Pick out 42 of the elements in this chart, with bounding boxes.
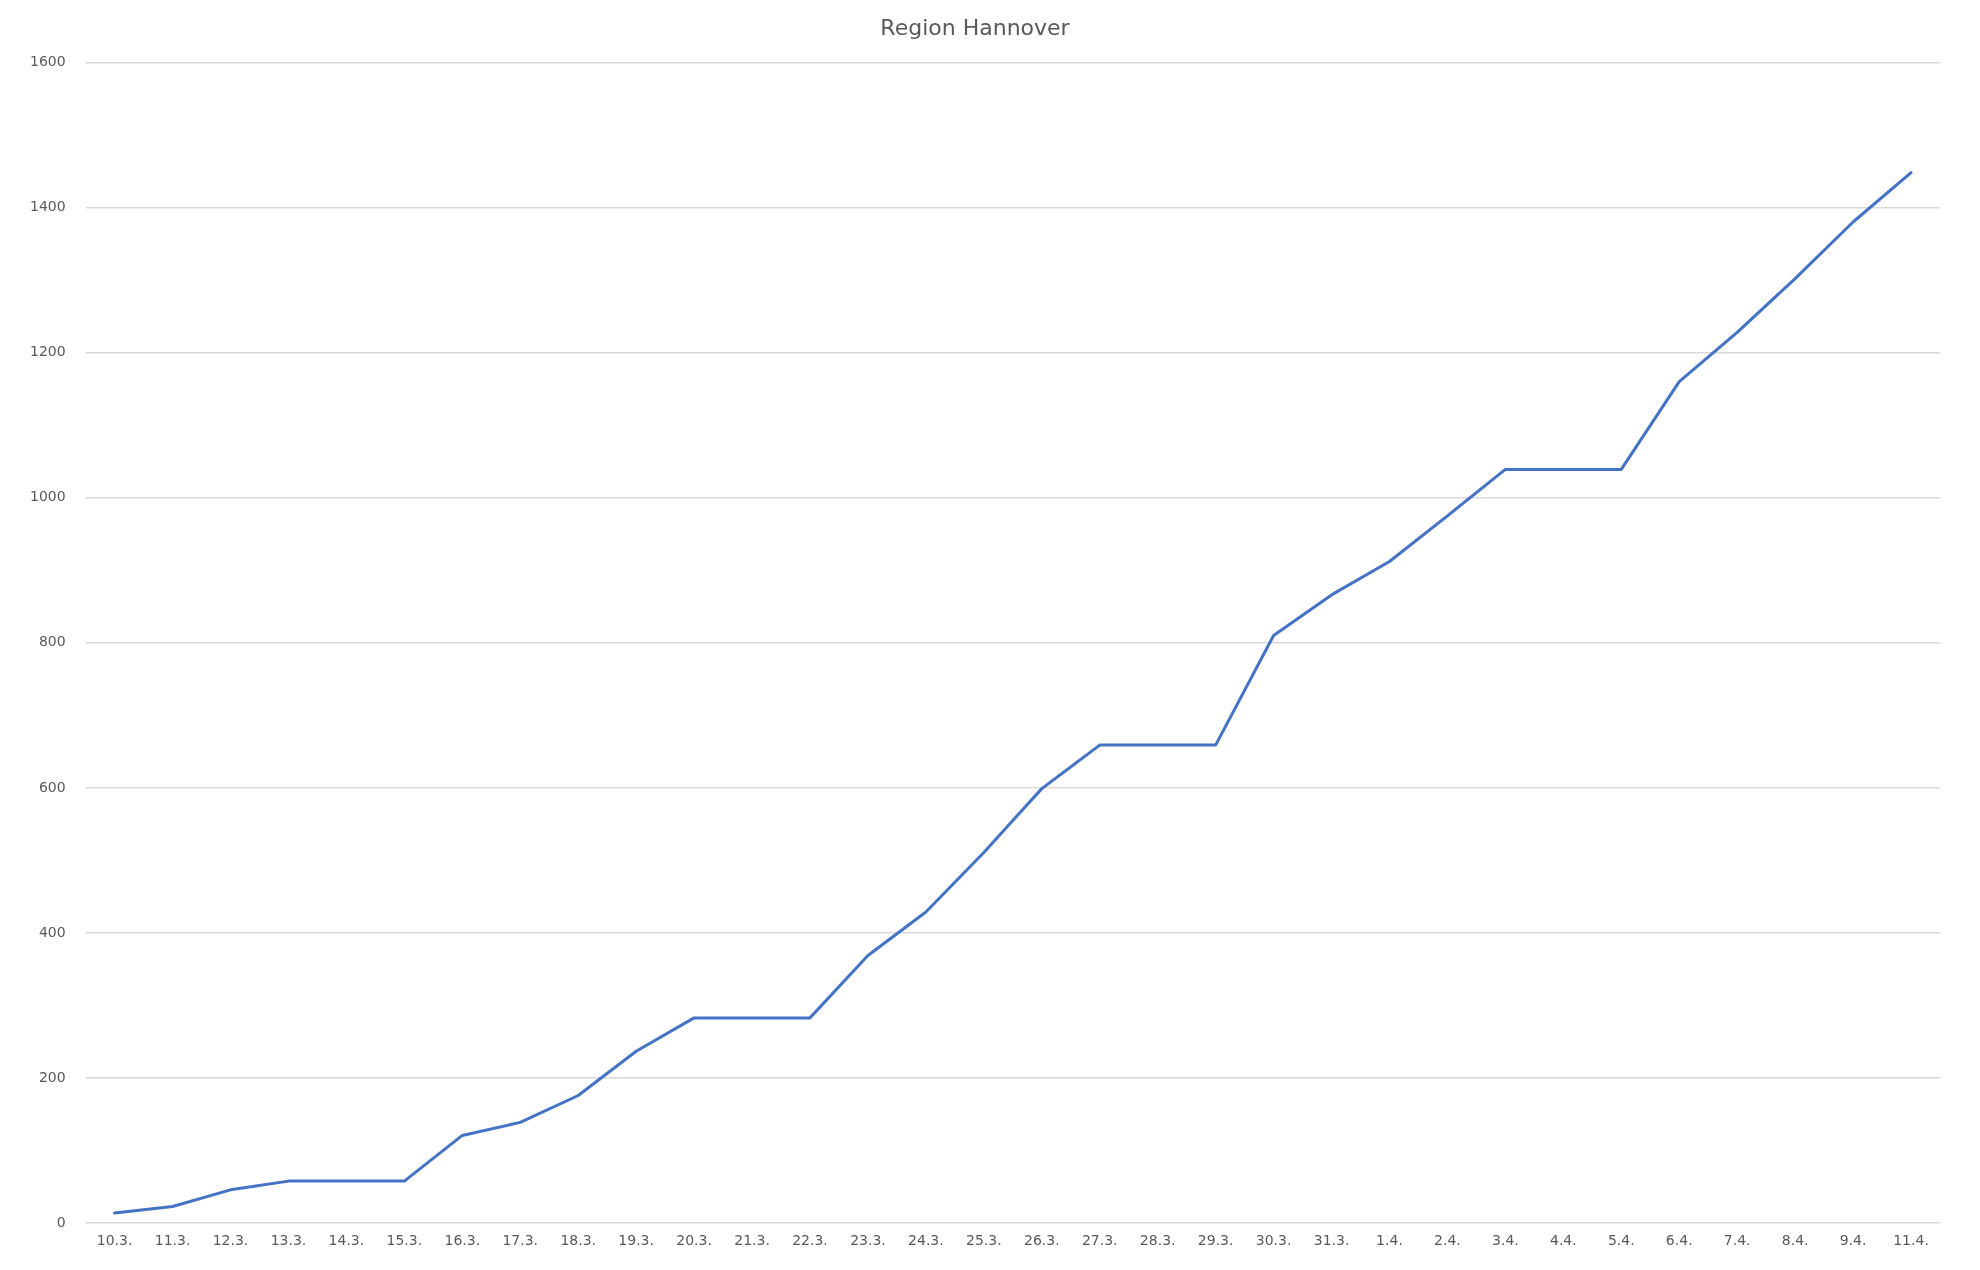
x-tick-label: 1.4. bbox=[1376, 1232, 1403, 1249]
x-tick-label: 30.3. bbox=[1255, 1232, 1292, 1249]
x-tick-label: 15.3. bbox=[386, 1232, 423, 1249]
y-tick-label: 400 bbox=[38, 923, 66, 940]
y-tick-label: 200 bbox=[38, 1068, 66, 1085]
y-tick-label: 1000 bbox=[29, 488, 66, 505]
x-tick-label: 21.3. bbox=[734, 1232, 770, 1249]
x-tick-label: 24.3. bbox=[908, 1232, 944, 1249]
x-tick-label: 4.4. bbox=[1549, 1232, 1577, 1249]
x-tick-label: 25.3. bbox=[966, 1232, 1002, 1249]
y-tick-label: 800 bbox=[38, 633, 66, 650]
x-tick-label: 27.3. bbox=[1081, 1232, 1118, 1249]
chart-title: Region Hannover bbox=[880, 14, 1071, 40]
x-tick-label: 11.4. bbox=[1893, 1232, 1929, 1249]
x-tick-label: 26.3. bbox=[1023, 1232, 1060, 1249]
x-tick-label: 10.3. bbox=[96, 1232, 133, 1249]
x-tick-label: 9.4. bbox=[1839, 1232, 1867, 1249]
x-tick-label: 8.4. bbox=[1781, 1232, 1809, 1249]
x-tick-label: 13.3. bbox=[270, 1232, 307, 1249]
y-tick-label: 1200 bbox=[29, 343, 66, 360]
y-tick-label: 1600 bbox=[29, 53, 66, 70]
x-tick-label: 31.3. bbox=[1313, 1232, 1350, 1249]
y-tick-label: 1400 bbox=[29, 198, 66, 215]
x-tick-label: 7.4. bbox=[1723, 1232, 1751, 1249]
x-tick-label: 20.3. bbox=[676, 1232, 712, 1249]
y-tick-label: 0 bbox=[56, 1213, 66, 1230]
y-tick-label: 600 bbox=[38, 778, 66, 795]
x-tick-label: 12.3. bbox=[212, 1232, 249, 1249]
x-tick-label: 6.4. bbox=[1665, 1232, 1693, 1249]
x-tick-label: 28.3. bbox=[1139, 1232, 1176, 1249]
x-tick-label: 3.4. bbox=[1492, 1232, 1519, 1249]
x-tick-label: 2.4. bbox=[1434, 1232, 1461, 1249]
x-tick-label: 18.3. bbox=[560, 1232, 597, 1249]
x-tick-label: 17.3. bbox=[502, 1232, 539, 1249]
x-tick-label: 19.3. bbox=[618, 1232, 654, 1249]
x-tick-label: 5.4. bbox=[1607, 1232, 1635, 1249]
x-tick-label: 23.3. bbox=[850, 1232, 886, 1249]
x-tick-label: 22.3. bbox=[792, 1232, 828, 1249]
x-tick-label: 29.3. bbox=[1197, 1232, 1234, 1249]
x-tick-label: 14.3. bbox=[328, 1232, 365, 1249]
x-tick-label: 16.3. bbox=[444, 1232, 481, 1249]
x-tick-label: 11.3. bbox=[154, 1232, 191, 1249]
